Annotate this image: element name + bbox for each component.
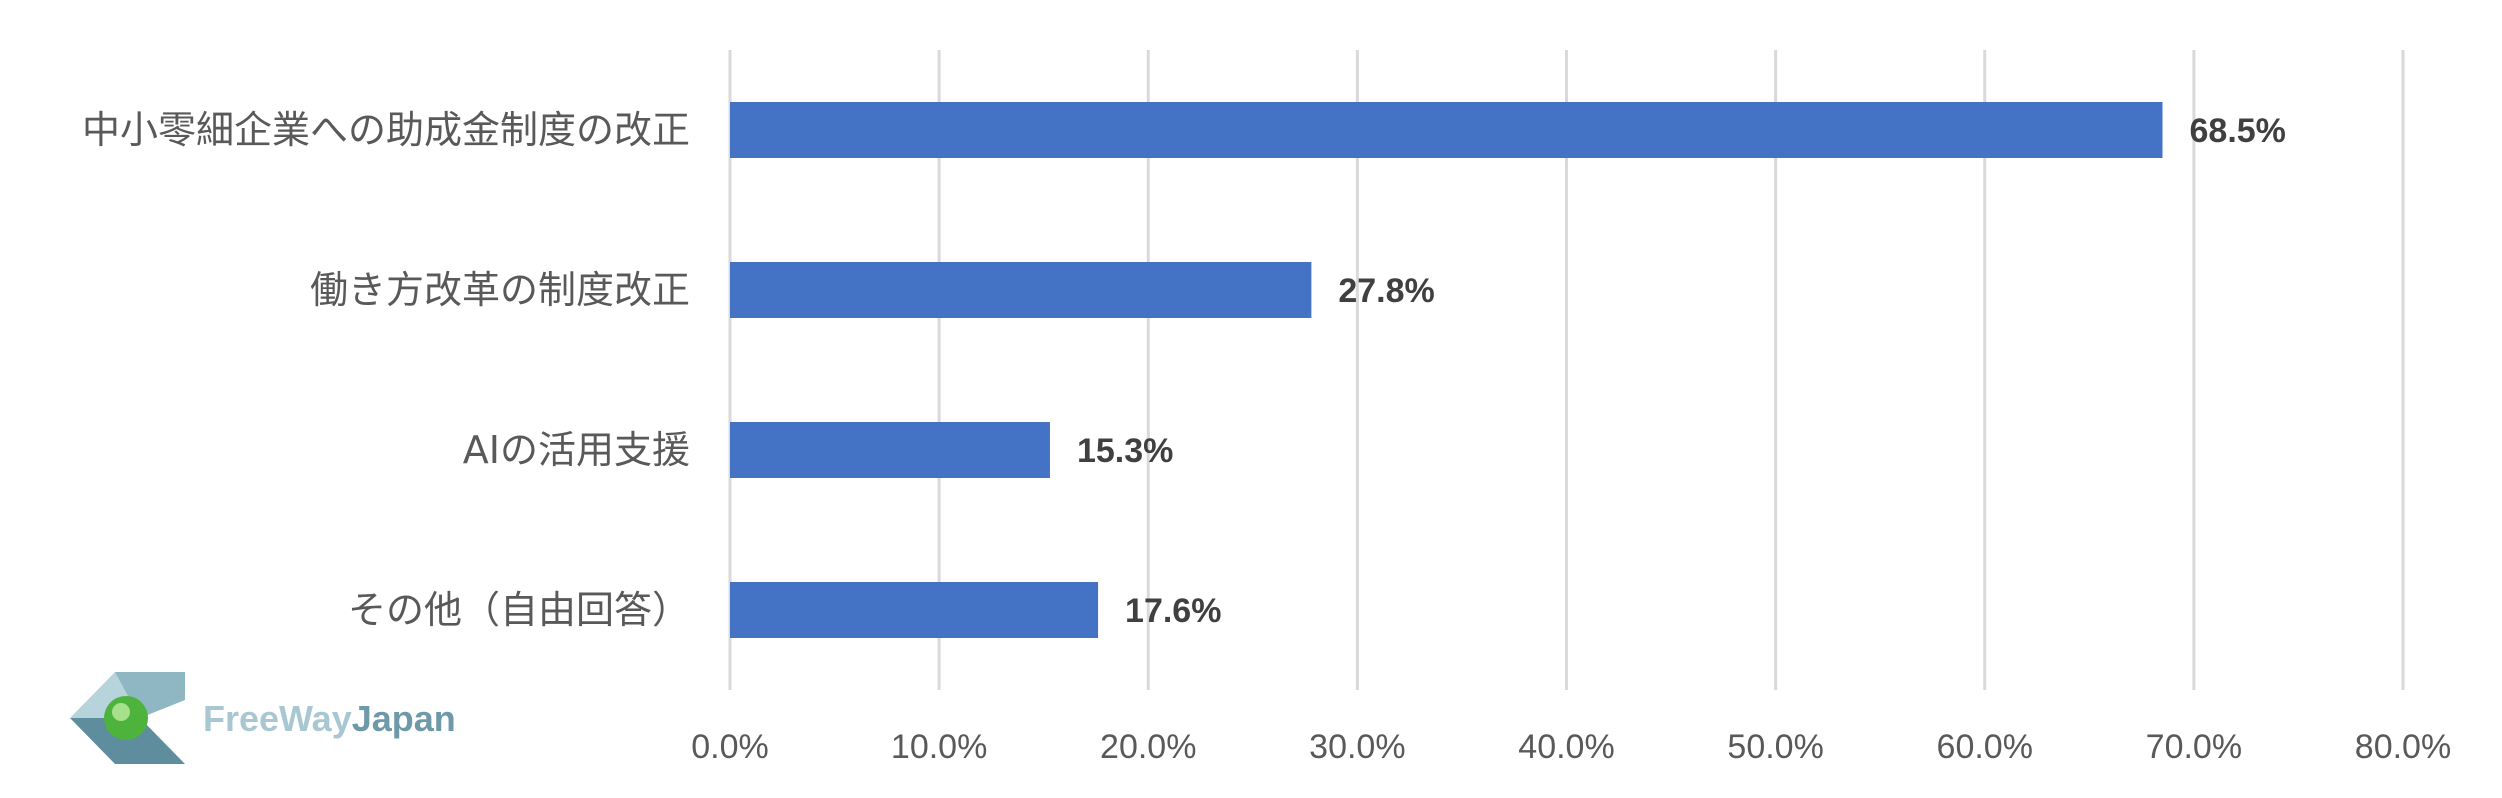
x-tick-label: 70.0% (2146, 728, 2242, 766)
data-label: 27.8% (1338, 272, 1434, 310)
category-label: 中小零細企業への助成金制度の改正 (82, 108, 690, 152)
x-tick-label: 30.0% (1309, 728, 1405, 766)
x-tick-label: 20.0% (1100, 728, 1196, 766)
x-tick-label: 50.0% (1727, 728, 1823, 766)
bars (730, 102, 2163, 638)
category-label: AIの活用支援 (463, 428, 690, 472)
labels: 0.0% 10.0% 20.0% 30.0% 40.0% 50.0% 60.0% 70.0% 8… (82, 108, 2451, 766)
x-tick-label: 80.0% (2355, 728, 2451, 766)
bar (730, 422, 1050, 478)
bar (730, 262, 1312, 318)
x-tick-label: 60.0% (1937, 728, 2033, 766)
x-tick-label: 10.0% (891, 728, 987, 766)
bar (730, 102, 2163, 158)
bar (730, 582, 1099, 638)
freewayjapan-logo: FreeWayJapan (70, 672, 456, 764)
data-label: 17.6% (1125, 592, 1221, 630)
x-tick-label: 0.0% (691, 728, 769, 766)
logo-mark-icon (70, 672, 185, 764)
x-tick-label: 40.0% (1518, 728, 1614, 766)
category-label: その他（自由回答） (348, 588, 690, 632)
svg-text:FreeWayJapan: FreeWayJapan (203, 698, 456, 739)
data-label: 15.3% (1077, 432, 1173, 470)
data-label: 68.5% (2190, 112, 2286, 150)
logo-text-freeway: FreeWay (203, 698, 352, 739)
category-label: 働き方改革の制度改正 (310, 268, 690, 312)
logo-text-japan: Japan (352, 698, 456, 739)
